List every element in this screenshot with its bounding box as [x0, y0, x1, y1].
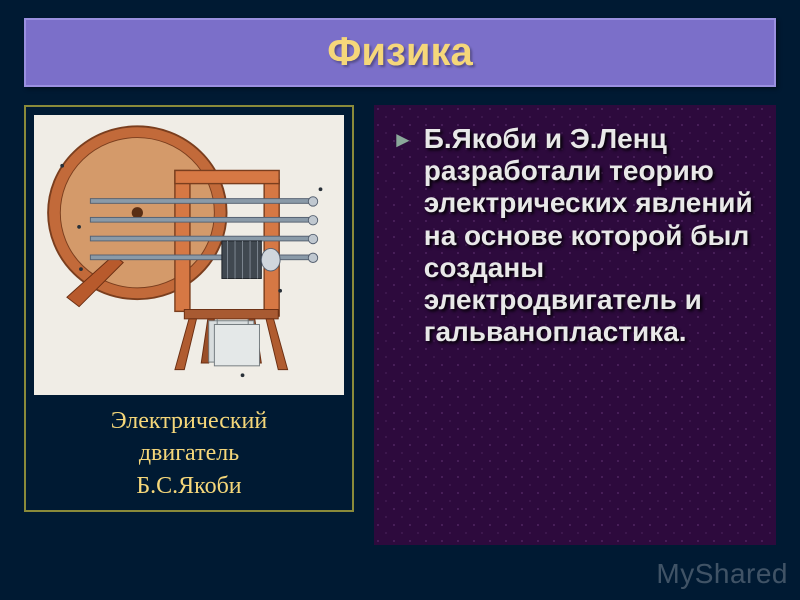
motor-svg [34, 115, 344, 395]
content-row: Электрический двигатель Б.С.Якоби ► Б.Як… [24, 105, 776, 545]
motor-illustration [34, 115, 344, 395]
right-panel: ► Б.Якоби и Э.Ленц разработали теорию эл… [374, 105, 776, 545]
bullet-marker-icon: ► [392, 127, 414, 153]
bullet-item: ► Б.Якоби и Э.Ленц разработали теорию эл… [392, 123, 758, 348]
slide: Физика [0, 0, 800, 600]
slide-title: Физика [26, 30, 774, 75]
bullet-text: Б.Якоби и Э.Ленц разработали теорию элек… [424, 123, 758, 348]
watermark: MyShared [656, 558, 788, 590]
left-column: Электрический двигатель Б.С.Якоби [24, 105, 354, 512]
caption-line-2: двигатель [34, 437, 344, 469]
caption-line-3: Б.С.Якоби [34, 470, 344, 502]
caption-line-1: Электрический [34, 405, 344, 437]
image-caption: Электрический двигатель Б.С.Якоби [34, 395, 344, 502]
title-bar: Физика [24, 18, 776, 87]
